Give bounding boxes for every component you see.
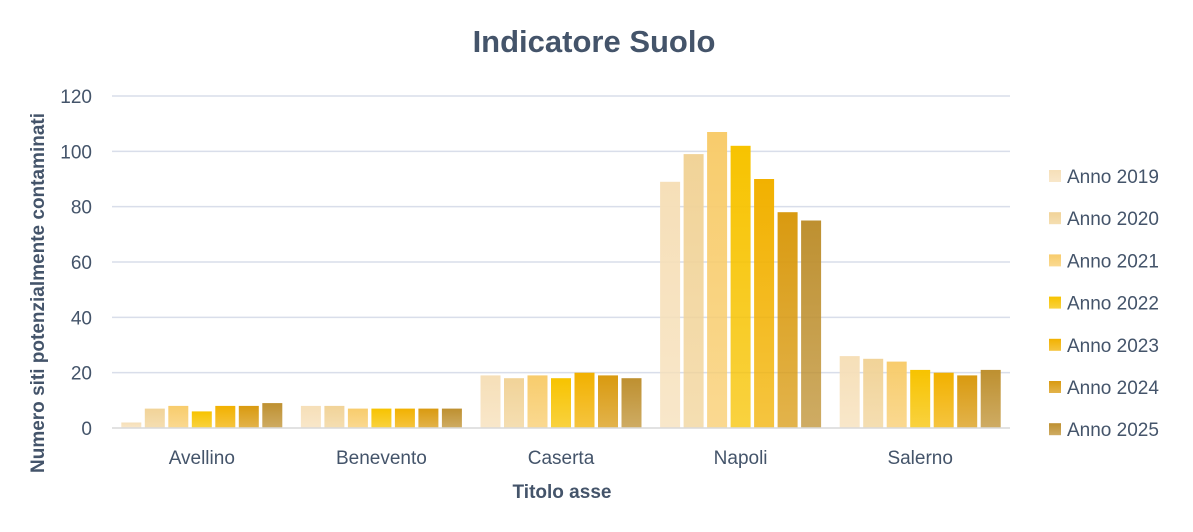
bar-benevento-anno-2021: [347, 408, 368, 428]
bar-benevento-anno-2022: [371, 408, 392, 428]
y-tick-label: 20: [71, 364, 92, 385]
bar-napoli-anno-2021: [707, 132, 728, 428]
bar-benevento-anno-2025: [441, 408, 462, 428]
bar-napoli-anno-2020: [683, 154, 704, 428]
bar-avellino-anno-2021: [168, 405, 189, 428]
bars: [121, 132, 1001, 429]
x-category-label: Benevento: [336, 448, 427, 469]
legend-label: Anno 2025: [1067, 420, 1159, 441]
x-category-label: Napoli: [714, 448, 768, 469]
bar-caserta-anno-2023: [574, 372, 595, 428]
bar-caserta-anno-2020: [504, 378, 524, 428]
legend-swatch: [1049, 254, 1061, 267]
bar-avellino-anno-2019: [121, 422, 142, 428]
y-tick-label: 60: [71, 253, 92, 274]
bar-salerno-anno-2019: [839, 356, 860, 428]
y-axis-title: Numero siti potenzialmente contaminati: [28, 113, 49, 473]
bar-napoli-anno-2024: [777, 212, 798, 428]
legend-swatch: [1049, 338, 1061, 351]
chart-title: Indicatore Suolo: [473, 24, 716, 59]
bar-salerno-anno-2021: [886, 361, 907, 428]
x-category-label: Caserta: [528, 448, 595, 469]
y-axis-ticks: 0 20 40 60 80 100 120: [60, 87, 92, 440]
legend-swatch: [1049, 296, 1061, 309]
bar-benevento-anno-2020: [324, 405, 345, 428]
legend-label: Anno 2019: [1067, 167, 1159, 188]
x-axis-categories: Avellino Benevento Caserta Napoli Salerno: [169, 448, 953, 469]
bar-caserta-anno-2024: [598, 375, 618, 428]
legend-swatch: [1049, 381, 1061, 393]
bar-benevento-anno-2024: [418, 408, 439, 428]
legend-swatch: [1049, 170, 1061, 182]
bar-salerno-anno-2022: [910, 369, 931, 428]
bar-caserta-anno-2019: [480, 375, 501, 428]
bar-benevento-anno-2019: [300, 405, 321, 428]
y-tick-label: 40: [71, 308, 92, 329]
legend-label: Anno 2023: [1067, 336, 1159, 357]
legend-label: Anno 2021: [1067, 251, 1159, 272]
bar-napoli-anno-2022: [730, 145, 751, 429]
legend-swatch: [1049, 212, 1061, 225]
bar-avellino-anno-2023: [215, 405, 236, 428]
bar-caserta-anno-2022: [551, 378, 571, 428]
y-tick-label: 80: [71, 198, 92, 219]
y-tick-label: 120: [60, 87, 92, 108]
y-tick-label: 0: [81, 419, 92, 440]
bar-avellino-anno-2020: [144, 408, 165, 428]
legend-label: Anno 2020: [1067, 209, 1159, 230]
bar-caserta-anno-2025: [621, 378, 642, 428]
bar-benevento-anno-2023: [394, 408, 415, 428]
bar-salerno-anno-2024: [957, 375, 978, 428]
bar-avellino-anno-2024: [238, 405, 259, 428]
y-tick-label: 100: [60, 142, 92, 163]
bar-avellino-anno-2022: [191, 411, 212, 428]
x-category-label: Salerno: [887, 448, 953, 469]
bar-salerno-anno-2023: [933, 372, 954, 428]
bar-salerno-anno-2025: [980, 369, 1001, 428]
legend-label: Anno 2022: [1067, 294, 1159, 315]
bar-avellino-anno-2025: [262, 403, 283, 428]
legend-label: Anno 2024: [1067, 378, 1159, 399]
bar-napoli-anno-2019: [660, 181, 681, 428]
bar-napoli-anno-2025: [801, 220, 822, 428]
bar-napoli-anno-2023: [754, 179, 775, 428]
gridlines: [112, 95, 1010, 374]
x-axis-title: Titolo asse: [513, 482, 612, 503]
bar-salerno-anno-2020: [863, 358, 884, 428]
legend-swatch: [1049, 423, 1061, 436]
bar-caserta-anno-2021: [527, 375, 548, 428]
legend: Anno 2019 Anno 2020 Anno 2021 Anno 2022 Anno…: [1049, 167, 1159, 441]
x-category-label: Avellino: [169, 448, 235, 469]
